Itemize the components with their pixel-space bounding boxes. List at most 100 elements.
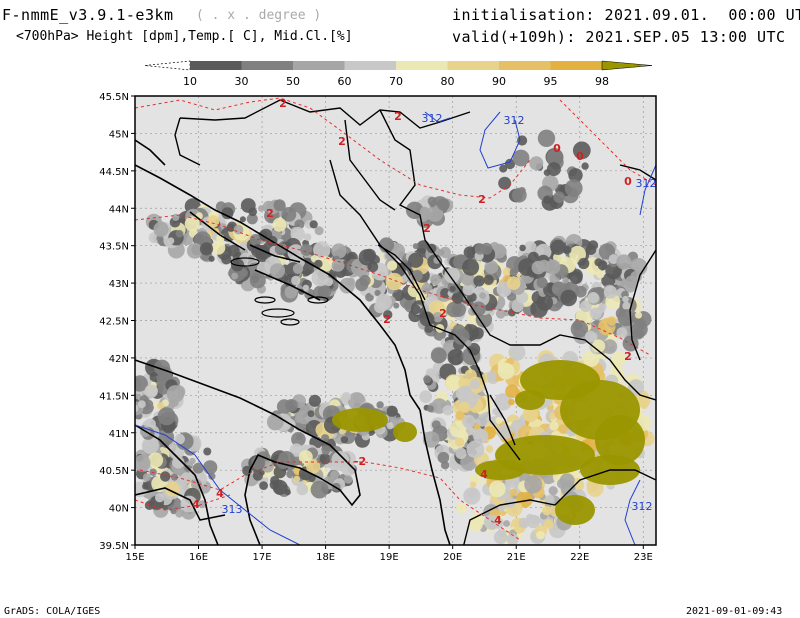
cloud-cell xyxy=(199,242,214,256)
cloud-cell xyxy=(431,420,441,430)
cloud-cell xyxy=(170,508,177,515)
country-border xyxy=(489,394,516,446)
cloud-cell xyxy=(318,256,334,272)
temperature-contour-label: 2 xyxy=(478,193,486,206)
island-coastline xyxy=(230,257,260,267)
temperature-contour-label: 2 xyxy=(383,313,391,326)
cloud-cell xyxy=(446,301,462,318)
cloud-cell xyxy=(203,460,218,475)
cloud-cell xyxy=(423,375,432,384)
cloud-cell xyxy=(295,433,303,441)
temperature-contour xyxy=(139,461,521,541)
cloud-cell xyxy=(221,207,234,220)
cloud-cell xyxy=(343,475,353,484)
cloud-cell-98 xyxy=(555,495,595,525)
cloud-cell xyxy=(587,292,599,304)
cloud-cell xyxy=(504,158,516,170)
height-contour-label: 312 xyxy=(636,177,657,190)
cloud-cell xyxy=(172,456,185,469)
cloud-cell xyxy=(309,220,318,229)
lat-tick-label: 43N xyxy=(109,279,129,290)
cloud-cell xyxy=(300,243,313,256)
cloud-cell xyxy=(445,375,462,391)
temperature-contour-label: 0 xyxy=(553,142,561,155)
colorbar-label: 95 xyxy=(544,75,558,88)
cloud-cell xyxy=(274,243,287,256)
cloud-cell xyxy=(320,445,331,455)
colorbar-label: 60 xyxy=(338,75,352,88)
lon-tick-label: 22E xyxy=(570,552,589,563)
cloud-cell xyxy=(543,519,554,530)
cloud-cell xyxy=(491,243,507,259)
lon-tick-label: 16E xyxy=(189,552,208,563)
colorbar-swatch xyxy=(499,61,551,70)
cloud-cell xyxy=(419,206,430,217)
temperature-contour-label: 2 xyxy=(266,207,274,220)
cloud-cell xyxy=(296,483,309,496)
cloud-cell xyxy=(523,241,537,254)
cloud-cell xyxy=(313,241,331,259)
cloud-cell xyxy=(293,475,301,483)
cloud-cell xyxy=(497,362,515,380)
cloud-cell xyxy=(497,528,507,538)
colorbar-label: 30 xyxy=(235,75,249,88)
cloud-cell xyxy=(355,278,369,292)
cloud-cell xyxy=(314,259,323,269)
colorbar-swatch xyxy=(293,61,345,70)
coastline xyxy=(135,359,361,507)
field-description: <700hPa> Height [dpm],Temp.[ C], Mid.Cl.… xyxy=(16,29,353,44)
temperature-contour-label: 4 xyxy=(480,468,488,481)
cloud-cell xyxy=(284,285,298,299)
cloud-cell xyxy=(412,243,419,250)
coastline xyxy=(135,487,226,521)
cloud-cell xyxy=(375,293,392,310)
cloud-cell xyxy=(385,272,403,291)
cloud-cell xyxy=(486,370,497,382)
cloud-cell xyxy=(544,494,555,505)
cloud-cell xyxy=(431,347,447,364)
country-border xyxy=(174,117,201,166)
cloud-cell xyxy=(386,422,394,430)
colorbar-swatch xyxy=(190,61,242,70)
cloud-cell xyxy=(471,301,486,317)
temperature-contour xyxy=(559,99,656,186)
cloud-cell xyxy=(605,262,622,280)
cloud-cell xyxy=(166,385,185,403)
cloud-cell xyxy=(227,244,240,257)
cloud-cell xyxy=(387,260,398,271)
coastline xyxy=(189,211,246,251)
cloud-cell xyxy=(503,520,510,527)
valid-time: valid(+109h): 2021.SEP.05 13:00 UTC xyxy=(452,28,786,46)
cloud-cell xyxy=(569,271,583,284)
lat-tick-label: 45N xyxy=(109,129,129,140)
height-contour xyxy=(624,479,641,545)
cloud-cell-98 xyxy=(515,390,545,410)
cloud-cell xyxy=(276,399,292,414)
cloud-cell xyxy=(537,129,556,147)
cloud-cell xyxy=(578,257,590,270)
cloud-cell xyxy=(451,292,464,304)
country-border xyxy=(344,119,396,211)
temperature-contour-label: 2 xyxy=(338,135,346,148)
colorbar-swatch xyxy=(550,61,602,70)
height-contour xyxy=(424,111,451,123)
cloud-cell xyxy=(310,480,329,499)
colorbar-arrow-high xyxy=(601,60,653,71)
lon-tick-label: 23E xyxy=(634,552,653,563)
cloud-cell xyxy=(530,515,541,525)
cloud-cell xyxy=(466,440,485,459)
temperature-contour-label: 0 xyxy=(624,175,632,188)
cloud-cell xyxy=(171,473,178,481)
colorbar-label: 10 xyxy=(183,75,197,88)
cloud-cell xyxy=(269,263,286,279)
cloud-cell xyxy=(147,452,164,468)
cloud-cell xyxy=(429,201,436,208)
cloud-cell xyxy=(602,339,618,354)
cloud-cell xyxy=(535,243,552,260)
colorbar-label: 98 xyxy=(595,75,609,88)
cloud-cell xyxy=(529,156,544,171)
lat-tick-label: 40.5N xyxy=(99,466,129,477)
cloud-cell xyxy=(270,475,280,486)
cloud-cell xyxy=(439,246,451,259)
